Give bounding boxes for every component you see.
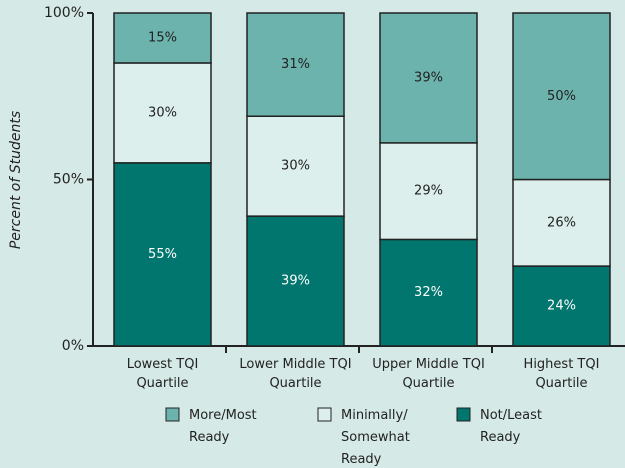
legend-swatch — [165, 407, 180, 422]
legend-label: Not/Least Ready — [480, 408, 542, 445]
y-tick-label: 100% — [44, 5, 84, 21]
bar-segment — [512, 12, 611, 181]
bar-segment — [512, 265, 611, 347]
data-label: 31% — [281, 57, 310, 72]
y-tick-label: 50% — [53, 172, 84, 188]
data-label: 55% — [148, 247, 177, 262]
bar-segment — [246, 215, 345, 347]
bar-segment — [379, 12, 478, 144]
data-label: 30% — [281, 159, 310, 174]
data-label: 39% — [281, 274, 310, 289]
data-label: 15% — [148, 30, 177, 45]
bar-segment — [113, 12, 212, 64]
legend-swatch — [456, 407, 471, 422]
legend-swatch — [317, 407, 332, 422]
x-tick-label: Upper Middle TQI Quartile — [372, 357, 485, 391]
data-label: 39% — [414, 70, 443, 85]
bar-segment — [113, 62, 212, 164]
x-tick-label: Lower Middle TQI Quartile — [239, 357, 351, 391]
legend-label: Minimally/Somewhat Ready — [341, 408, 410, 467]
legend-label: More/Most Ready — [189, 408, 257, 445]
data-label: 29% — [414, 184, 443, 199]
data-label: 30% — [148, 105, 177, 120]
x-tick-label: Lowest TQI Quartile — [127, 357, 199, 391]
data-label: 32% — [414, 285, 443, 300]
bar-segment — [113, 162, 212, 347]
y-axis-label: Percent of Students — [8, 111, 24, 249]
data-label: 50% — [547, 89, 576, 104]
bar-segment — [246, 115, 345, 217]
bar-segment — [512, 178, 611, 267]
bar-segment — [379, 238, 478, 347]
bar-segment — [379, 142, 478, 241]
y-tick-label: 0% — [62, 338, 84, 354]
data-label: 24% — [547, 299, 576, 314]
bar-segment — [246, 12, 345, 117]
data-label: 26% — [547, 215, 576, 230]
x-tick-label: Highest TQI Quartile — [524, 357, 600, 391]
